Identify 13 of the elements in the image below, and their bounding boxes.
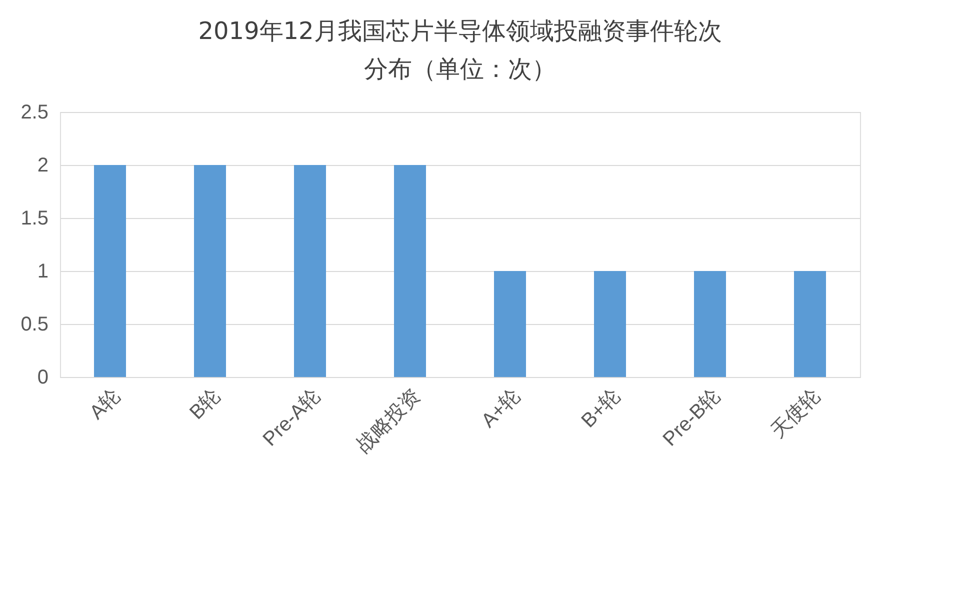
x-tick-label: A轮 (86, 384, 125, 424)
y-tick-label: 2.5 (20, 102, 48, 124)
y-tick-label: 2 (37, 154, 48, 176)
y-tick-label: 0.5 (20, 314, 48, 336)
x-tick-label: B+轮 (577, 384, 625, 432)
y-tick-label: 0 (37, 366, 48, 388)
chart-title: 2019年12月我国芯片半导体领域投融资事件轮次分布（单位：次） (198, 17, 722, 83)
x-tick-label: B轮 (186, 384, 225, 424)
x-tick-label: 战略投资 (352, 384, 425, 457)
x-tick-label: A+轮 (477, 384, 525, 432)
y-tick-label: 1.5 (20, 208, 48, 230)
x-tick-label: 天使轮 (766, 384, 825, 443)
y-tick-label: 1 (37, 260, 48, 282)
